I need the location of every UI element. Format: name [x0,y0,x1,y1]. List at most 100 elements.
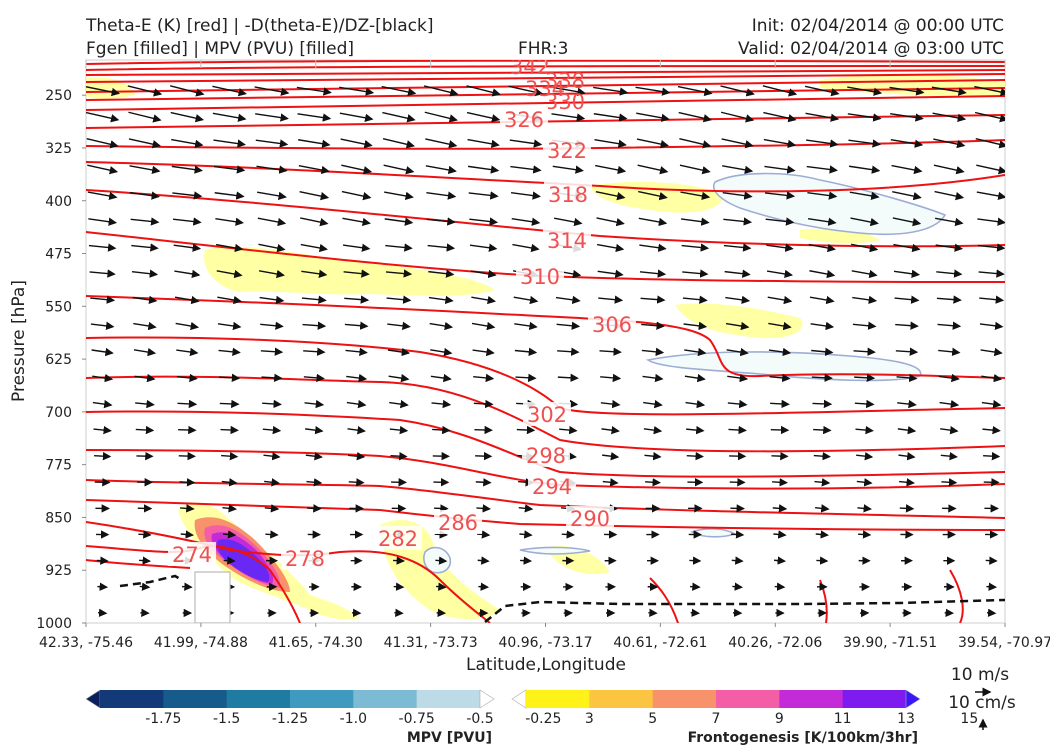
colorbar-tick-label: 7 [712,711,721,727]
wind-vector [851,243,879,253]
wind-vector [434,530,449,539]
wind-vector [602,452,620,461]
x-tick-label: 40.26, -72.06 [728,635,822,651]
wind-vector [762,85,798,97]
theta-e-contour-label: 322 [547,139,587,163]
wind-vector [386,295,412,304]
wind-vector [514,321,538,331]
wind-vector [180,504,195,513]
x-tick-label: 41.31, -73.73 [384,635,478,651]
wind-vector [770,399,790,409]
wind-vector [468,191,499,200]
wind-vector [384,217,414,226]
wind-vector [513,295,539,305]
wind-vector [213,165,246,174]
wind-vector [764,165,796,174]
wind-vector [348,478,365,487]
wind-vector [766,243,794,252]
wind-vector [938,373,960,383]
wind-vector [600,399,621,409]
theta-e-line [949,569,964,623]
x-axis: 42.33, -75.46 41.99, -74.88 41.65, -74.30 4… [39,60,1050,651]
wind-vector [896,373,918,383]
wind-vector [807,217,837,226]
wind-vector [811,347,834,357]
wind-vector [389,425,409,435]
wind-vector [725,295,751,305]
wind-vector [727,399,748,409]
wind-vector [807,191,838,200]
wind-vector [296,86,332,96]
wind-vector [682,269,709,278]
wind-vector [893,243,921,253]
wind-vector [894,295,920,304]
wind-vector [768,347,792,357]
wind-vector [889,86,925,96]
forecast-hour: FHR:3 [518,39,568,59]
wind-vector [721,138,754,149]
colorbar-tick-label: 9 [775,711,784,727]
theta-e-line [86,139,1005,150]
wind-vector [94,451,112,461]
wind-vector [728,425,747,435]
theta-e-contour-label: 334 [525,77,565,101]
wind-vector [435,582,447,591]
theta-e-contour-label: 274 [172,543,212,567]
theta-e-line [86,189,1005,248]
wind-vector [213,139,246,148]
wind-vector [853,347,876,356]
wind-vector [643,399,663,409]
wind-vector [931,86,967,96]
colorbar-swatch [652,690,717,708]
wind-vector [679,138,712,149]
wind-vector [974,85,1005,97]
wind-vector [508,85,544,97]
wind-vector [469,243,498,252]
wind-vector [637,164,669,175]
wind-vector [939,399,960,409]
colorbar-swatch [416,690,481,708]
wind-vector [307,504,322,513]
wind-vector [257,191,287,200]
wind-vector [765,217,795,226]
wind-vector [219,373,241,383]
wind-vector [937,321,962,330]
wind-vector [176,347,199,357]
colorbar-tick-label: -0.25 [525,711,561,727]
wind-vector [430,373,452,383]
wind-vector [561,530,576,539]
ref-vector-horizontal-label: 10 m/s [951,665,1009,685]
wind-vector [133,321,157,331]
wind-vector [426,191,457,200]
wind-vector [773,556,787,565]
wind-vector [346,399,367,409]
wind-vector [601,425,620,435]
theta-e-contour-label: 306 [592,313,632,337]
wind-vector [856,452,874,461]
wind-vector [264,504,280,513]
wind-vector [342,217,371,227]
wind-vector [638,217,668,227]
wind-vector [763,111,797,123]
wind-vector [856,478,873,487]
wind-vector [218,347,241,357]
wind-vector [172,217,202,226]
wind-vector [265,530,279,539]
wind-vector [982,425,1001,435]
colorbar-swatch [85,689,101,709]
wind-vector [636,138,670,149]
x-tick-label: 40.61, -72.61 [613,635,707,651]
wind-vector [388,373,410,383]
wind-vector [689,582,701,591]
wind-vector [808,243,836,253]
theta-e-contour-label: 314 [547,229,587,253]
colorbar-tick-label: -1.5 [213,711,240,727]
wind-vector [635,86,671,96]
wind-vector [219,399,240,409]
wind-vector [223,530,237,539]
y-tick-label: 625 [45,352,72,368]
wind-vector [222,504,237,513]
wind-vector [763,138,797,148]
wind-vector [175,321,200,331]
